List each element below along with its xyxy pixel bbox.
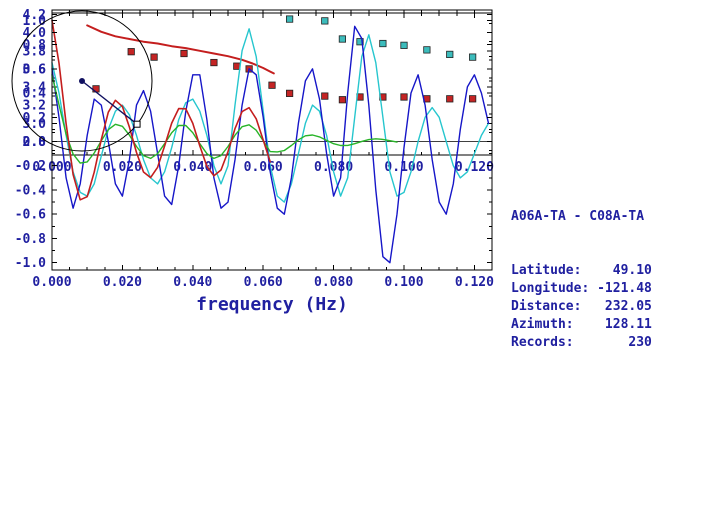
y-tick-label: 3.0 [23, 117, 47, 132]
x-tick-label: 0.100 [384, 160, 423, 175]
info-line: Azimuth: 128.11 [511, 317, 652, 332]
x-tick-label: 0.040 [173, 275, 212, 290]
group-velocity-picks-marker[interactable] [285, 89, 294, 97]
group-velocity-picks-marker[interactable] [338, 96, 347, 104]
phase-velocity-picks-marker[interactable] [469, 53, 477, 61]
y-tick-label: 0.2 [23, 111, 46, 126]
y-tick-label: 3.6 [23, 62, 47, 77]
phase-velocity-picks-marker[interactable] [423, 46, 431, 54]
x-tick-label: 0.040 [173, 160, 212, 175]
y-tick-label: 0.8 [23, 38, 47, 53]
azimuth-circle-diagram [11, 10, 153, 152]
y-tick-label: 0.0 [23, 135, 47, 150]
info-lines: Latitude: 49.10 Longitude: -121.48 Distanc… [511, 262, 652, 352]
phase-velocity-picks-marker[interactable] [338, 35, 347, 43]
x-tick-label: 0.100 [384, 275, 423, 290]
cross-spectrum-red [51, 19, 272, 201]
y-tick-label: 3.2 [23, 99, 46, 114]
info-line: Longitude: -121.48 [511, 281, 652, 296]
x-tick-label: 0.080 [314, 275, 353, 290]
cross-spectrum-blue [51, 25, 490, 264]
y-tick-label: -1.0 [15, 256, 46, 271]
info-panel: A06A-TA - C08A-TA Latitude: 49.10 Longitu… [511, 172, 652, 388]
x-tick-label: 0.120 [455, 275, 494, 290]
phase-velocity-picks-marker[interactable] [285, 15, 294, 23]
y-tick-label: 3.4 [23, 81, 47, 96]
group-velocity-picks-marker[interactable] [446, 95, 454, 103]
x-tick-label: 0.080 [314, 160, 353, 175]
group-velocity-picks-marker[interactable] [400, 93, 408, 101]
phase-velocity-picks-marker[interactable] [379, 39, 387, 48]
group-velocity-picks-marker[interactable] [127, 48, 135, 56]
y-tick-label: 3.8 [23, 44, 47, 59]
y-tick-label: 2.8 [23, 135, 47, 150]
phase-velocity-picks-marker[interactable] [446, 50, 454, 59]
y-tick-label: 0.4 [23, 87, 47, 102]
group-velocity-picks-marker[interactable] [268, 81, 276, 89]
cross-spectrum-cyan [51, 28, 490, 203]
y-tick-label: -0.8 [15, 232, 46, 247]
y-tick-label: 4.0 [23, 26, 47, 41]
y-tick-label: -0.4 [15, 183, 46, 198]
station-center-dot [79, 78, 85, 84]
waveform-chart[interactable]: 0.000 0.020 0.040 0.060 0.080 0.100 0.120 -1.0 -… [0, 0, 500, 327]
azimuth-circle [11, 10, 153, 152]
y-tick-label: 0.6 [23, 62, 47, 77]
x-tick-label: 0.020 [103, 275, 142, 290]
x-tick-label: 0.060 [244, 275, 283, 290]
phase-velocity-picks-marker[interactable] [321, 17, 329, 25]
cross-spectrum-green [51, 74, 398, 164]
x-tick-label: 0.060 [244, 160, 283, 175]
y-tick-label: 4.2 [23, 8, 46, 23]
group-velocity-picks-marker[interactable] [210, 58, 218, 67]
azimuth-line [81, 80, 138, 125]
phase-velocity-picks-marker[interactable] [356, 38, 364, 46]
station-pair-title: A06A-TA - C08A-TA [511, 209, 645, 224]
x-tick-label: 0.120 [455, 160, 494, 175]
y-tick-label: -0.6 [15, 208, 46, 223]
info-line: Records: 230 [511, 335, 652, 350]
phase-velocity-picks-marker[interactable] [400, 41, 408, 49]
group-velocity-picks-marker[interactable] [321, 92, 329, 100]
group-velocity-picks-marker[interactable] [469, 95, 477, 103]
info-line: Latitude: 49.10 [511, 263, 652, 278]
x-axis-title: frequency (Hz) [196, 294, 348, 315]
station-end-marker [133, 120, 141, 128]
y-tick-label: -0.2 [15, 159, 46, 174]
group-velocity-picks-marker[interactable] [180, 49, 188, 58]
info-line: Distance: 232.05 [511, 299, 652, 314]
x-tick-label: 0.000 [32, 275, 71, 290]
group-velocity-picks-marker[interactable] [150, 53, 158, 61]
